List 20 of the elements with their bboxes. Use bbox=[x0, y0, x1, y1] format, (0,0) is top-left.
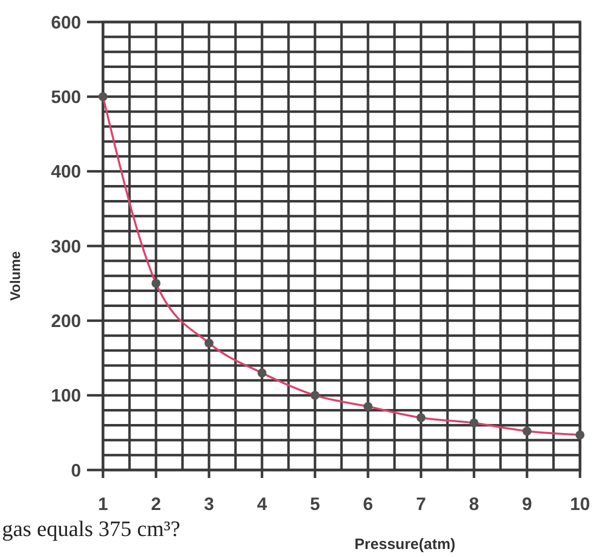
y-tick-label: 0 bbox=[70, 460, 81, 480]
x-tick-label: 8 bbox=[468, 494, 480, 514]
text: gas equals 375 cm³? bbox=[2, 516, 180, 541]
x-tick-label: 9 bbox=[522, 494, 532, 514]
x-tick-label: 7 bbox=[416, 494, 426, 514]
x-tick-label: 10 bbox=[570, 494, 590, 514]
x-tick-label: 4 bbox=[256, 494, 268, 514]
y-tick-label: 100 bbox=[50, 386, 81, 406]
y-tick-label: 500 bbox=[50, 86, 81, 107]
y-tick-label: 300 bbox=[50, 236, 81, 256]
x-tick-label: 1 bbox=[98, 494, 108, 514]
x-tick-label: 6 bbox=[362, 494, 374, 514]
y-tick-label: 200 bbox=[50, 310, 81, 331]
y-tick-label: 400 bbox=[50, 162, 81, 182]
y-axis-title: Volume bbox=[7, 251, 23, 301]
x-tick-label: 2 bbox=[150, 494, 162, 514]
x-axis-title: Pressure(atm) bbox=[354, 536, 456, 553]
x-tick-label: 5 bbox=[310, 494, 320, 514]
y-tick-label: 600 bbox=[50, 12, 81, 32]
x-tick-label: 3 bbox=[204, 494, 214, 514]
